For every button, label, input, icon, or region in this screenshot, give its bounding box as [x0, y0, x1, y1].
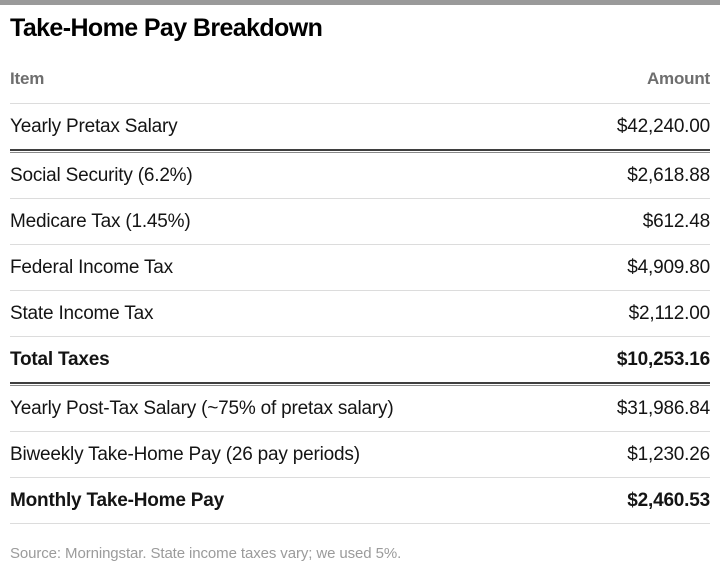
header-divider: [10, 103, 710, 104]
row-divider: [10, 149, 710, 153]
table-row: Biweekly Take-Home Pay (26 pay periods) …: [10, 432, 710, 477]
row-item-label: Yearly Pretax Salary: [10, 115, 178, 137]
row-divider: [10, 336, 710, 337]
row-divider: [10, 477, 710, 478]
table-row: Yearly Pretax Salary $42,240.00: [10, 104, 710, 149]
column-header-item: Item: [10, 69, 45, 88]
row-divider: [10, 290, 710, 291]
row-amount-value: $4,909.80: [627, 256, 710, 278]
page-title: Take-Home Pay Breakdown: [10, 14, 323, 42]
row-amount-value: $10,253.16: [616, 348, 710, 370]
table-row: State Income Tax $2,112.00: [10, 291, 710, 336]
row-item-label: Yearly Post-Tax Salary (~75% of pretax s…: [10, 397, 394, 419]
row-amount-value: $2,112.00: [628, 302, 711, 324]
row-divider: [10, 523, 710, 524]
table-row: Social Security (6.2%) $2,618.88: [10, 153, 710, 198]
table-row: Total Taxes $10,253.16: [10, 337, 710, 382]
content-area: Take-Home Pay Breakdown Item Amount Year…: [0, 14, 720, 562]
row-divider: [10, 198, 710, 199]
row-amount-value: $42,240.00: [616, 115, 710, 137]
row-divider: [10, 382, 710, 386]
row-amount-value: $2,460.53: [627, 489, 710, 511]
row-item-label: Total Taxes: [10, 348, 110, 370]
row-divider: [10, 244, 710, 245]
table-row: Medicare Tax (1.45%) $612.48: [10, 199, 710, 244]
row-amount-value: $2,618.88: [627, 164, 710, 186]
table-body: Yearly Pretax Salary $42,240.00 Social S…: [10, 104, 710, 524]
table-row: Federal Income Tax $4,909.80: [10, 245, 710, 290]
row-amount-value: $31,986.84: [616, 397, 710, 419]
top-border-bar: [0, 0, 720, 5]
row-amount-value: $612.48: [642, 210, 710, 232]
table-row: Yearly Post-Tax Salary (~75% of pretax s…: [10, 386, 710, 431]
row-item-label: Medicare Tax (1.45%): [10, 210, 191, 232]
row-item-label: Monthly Take-Home Pay: [10, 489, 224, 511]
row-item-label: Social Security (6.2%): [10, 164, 193, 186]
table-header-row: Item Amount: [10, 43, 710, 103]
row-item-label: Biweekly Take-Home Pay (26 pay periods): [10, 443, 360, 465]
source-note: Source: Morningstar. State income taxes …: [10, 545, 402, 562]
row-item-label: Federal Income Tax: [10, 256, 173, 278]
row-divider: [10, 431, 710, 432]
row-amount-value: $1,230.26: [627, 443, 710, 465]
column-header-amount: Amount: [646, 69, 710, 88]
table-row: Monthly Take-Home Pay $2,460.53: [10, 478, 710, 523]
row-item-label: State Income Tax: [10, 302, 154, 324]
